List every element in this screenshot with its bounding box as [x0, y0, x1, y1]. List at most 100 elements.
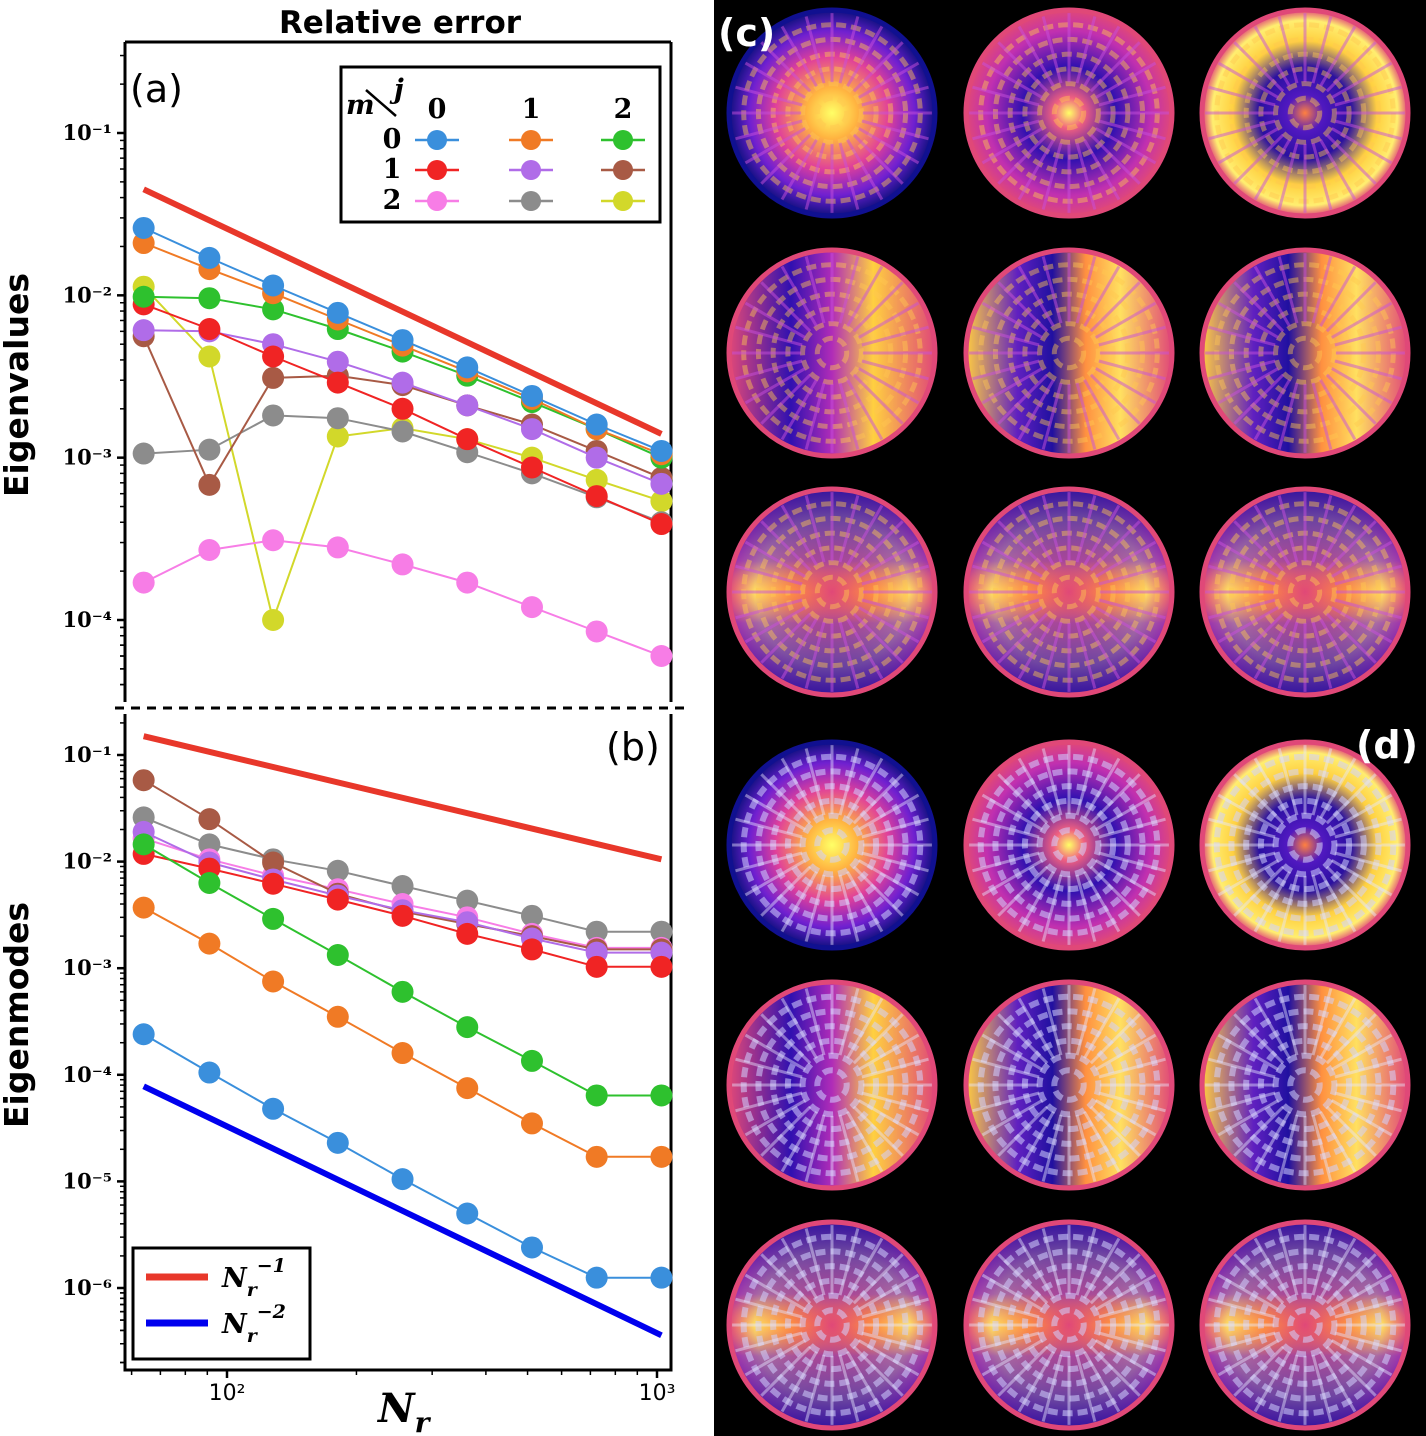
mode-disk-spoke — [735, 598, 803, 620]
mode-disk-spoke — [861, 1297, 929, 1319]
data-point-0-0-8 — [650, 490, 673, 513]
mode-disk-spoke — [1217, 606, 1279, 644]
mode-disk-spoke — [1331, 61, 1393, 99]
mode-disk-ring — [1037, 321, 1101, 385]
mode-disk-spoke — [1217, 1339, 1279, 1377]
data-point-0-4-8 — [650, 472, 673, 495]
mode-disk-spoke — [1098, 85, 1166, 107]
mode-disk-ring — [814, 335, 850, 371]
mode-disk-spoke — [1017, 871, 1055, 933]
mode-disk-spoke — [1095, 61, 1157, 99]
data-point-1-5-4 — [391, 980, 414, 1003]
mode-disk-spoke — [804, 495, 826, 563]
mode-disk-spoke — [1253, 379, 1291, 441]
mode-disk-spoke — [846, 757, 884, 819]
mode-disk-spoke — [981, 606, 1043, 644]
mode-disk-spoke — [744, 1033, 806, 1071]
mode-disk-ring — [1051, 1307, 1087, 1343]
legend-ref1-label: Nr−1 — [221, 1255, 286, 1301]
mode-disk-spoke — [1253, 1237, 1291, 1299]
mode-disk-spoke — [1325, 1013, 1377, 1065]
mode-disk-ring — [799, 812, 865, 878]
mode-disk-spoke — [852, 41, 904, 93]
mode-disk-spoke — [972, 1057, 1040, 1079]
mode-disk-spoke — [1017, 139, 1055, 201]
data-point-1-4-7 — [585, 955, 608, 978]
data-point-1-0-5 — [456, 889, 479, 912]
mode-disk-spoke — [997, 41, 1049, 93]
mode-disk-spoke — [744, 1273, 806, 1311]
mode-disk-spoke — [1331, 1099, 1393, 1137]
mode-disk-spoke — [858, 793, 920, 831]
mode-disk-spoke — [1277, 1354, 1299, 1422]
mode-disk-border — [963, 247, 1175, 459]
mode-disk-spoke — [1089, 1013, 1141, 1065]
mode-disk-spoke — [1325, 41, 1377, 93]
data-point-0-8-7 — [585, 413, 608, 436]
mode-disk-spoke — [1095, 1273, 1157, 1311]
mode-disk-spoke — [780, 618, 818, 680]
mode-disk-spoke — [1089, 41, 1141, 93]
mode-disk-spoke — [861, 1331, 929, 1353]
data-point-0-1-3 — [326, 407, 349, 430]
mode-disk-spoke — [804, 16, 826, 84]
mode-disk-spoke — [780, 504, 818, 566]
mode-disk-spoke — [744, 1099, 806, 1137]
mode-disk-spoke — [1334, 1057, 1402, 1079]
data-point-0-4-7 — [585, 446, 608, 469]
mode-disk-spoke — [997, 520, 1049, 572]
mode-disk-ring — [740, 1233, 924, 1417]
mode-disk-spoke — [1311, 621, 1333, 689]
mode-disk-ring — [1037, 560, 1101, 624]
mode-disk-ring — [1243, 1263, 1367, 1387]
mode-disk-spoke — [735, 85, 803, 107]
mode-disk-spoke — [1089, 281, 1141, 333]
mode-disk-d-1-2 — [1199, 979, 1411, 1191]
mode-disk-ring — [1287, 1067, 1323, 1103]
xtick-label-0: 10² — [209, 1381, 246, 1406]
data-point-1-4-3 — [326, 888, 349, 911]
data-point-0-8-8 — [650, 439, 673, 462]
data-point-0-2-4 — [391, 553, 414, 576]
mode-disk-border — [1199, 486, 1411, 698]
mode-disk-spoke — [1277, 988, 1299, 1056]
mode-disk-spoke — [861, 564, 929, 586]
mode-disk-spoke — [1311, 495, 1333, 563]
mode-disk-ring — [1273, 560, 1337, 624]
mode-disk-spoke — [852, 773, 904, 825]
mode-disk-spoke — [744, 606, 806, 644]
mode-disk-spoke — [1017, 25, 1055, 87]
mode-disk-spoke — [780, 1351, 818, 1413]
mode-disk-spoke — [1277, 1228, 1299, 1296]
mode-disk-spoke — [1311, 748, 1333, 816]
data-point-1-6-8 — [650, 1145, 673, 1168]
mode-disk-spoke — [1277, 621, 1299, 689]
mode-disk-spoke — [846, 139, 884, 201]
mode-disk-spoke — [997, 1105, 1049, 1157]
data-point-1-5-1 — [198, 871, 221, 894]
mode-disk-spoke — [846, 265, 884, 327]
mode-disk-spoke — [1098, 1331, 1166, 1353]
data-point-0-3-2 — [262, 366, 285, 389]
mode-disk-spoke — [1098, 851, 1166, 873]
data-point-1-4-2 — [262, 872, 285, 895]
mode-disk-spoke — [1319, 379, 1357, 441]
mode-disk-spoke — [858, 127, 920, 165]
mode-disk-spoke — [852, 133, 904, 185]
mode-disk-spoke — [1083, 871, 1121, 933]
mode-disk-spoke — [735, 1331, 803, 1353]
mode-disk-spoke — [1208, 359, 1276, 381]
mode-disk-d-2-2 — [1199, 1219, 1411, 1431]
mode-disk-spoke — [760, 281, 812, 333]
mode-disk-spoke — [1331, 540, 1393, 578]
mode-disk-spoke — [997, 773, 1049, 825]
data-point-0-4-4 — [391, 371, 414, 394]
mode-disk-spoke — [735, 851, 803, 873]
mode-disk-spoke — [1075, 495, 1097, 563]
mode-disk-spoke — [1334, 85, 1402, 107]
mode-disk-spoke — [1233, 1105, 1285, 1157]
legend-reference-box — [131, 1246, 312, 1361]
mode-disk-spoke — [1017, 265, 1055, 327]
data-point-1-0-3 — [326, 859, 349, 882]
legend-marker-m0-j2 — [613, 130, 633, 150]
